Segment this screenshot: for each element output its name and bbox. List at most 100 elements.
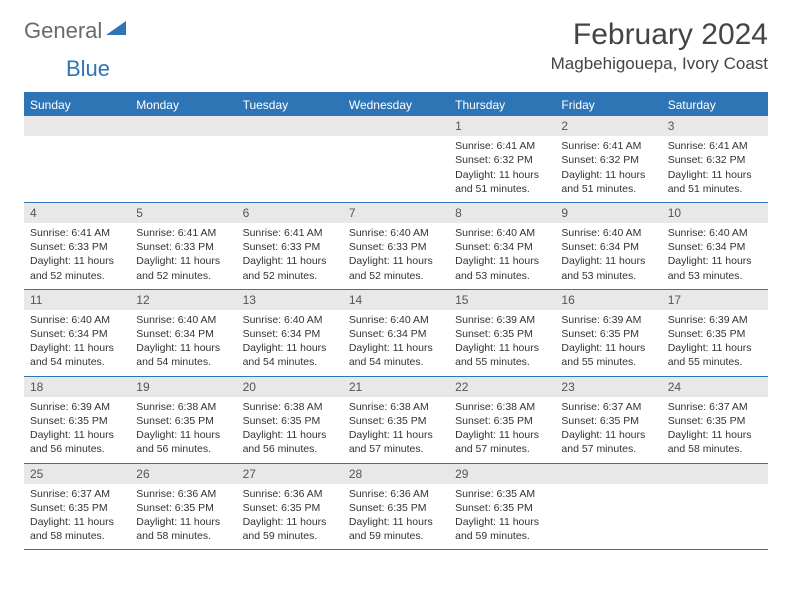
- day-details: Sunrise: 6:40 AMSunset: 6:34 PMDaylight:…: [24, 310, 130, 376]
- sunrise-line: Sunrise: 6:41 AM: [136, 226, 230, 240]
- day-cell-empty: [662, 464, 768, 550]
- sunrise-line: Sunrise: 6:40 AM: [349, 226, 443, 240]
- day-details: Sunrise: 6:40 AMSunset: 6:34 PMDaylight:…: [343, 310, 449, 376]
- sunset-line: Sunset: 6:32 PM: [561, 153, 655, 167]
- sunset-line: Sunset: 6:35 PM: [349, 414, 443, 428]
- sunset-line: Sunset: 6:33 PM: [30, 240, 124, 254]
- sunset-line: Sunset: 6:34 PM: [561, 240, 655, 254]
- sunset-line: Sunset: 6:35 PM: [349, 501, 443, 515]
- daylight-line: Daylight: 11 hours and 51 minutes.: [455, 168, 549, 196]
- day-number: 28: [343, 464, 449, 484]
- day-number: 29: [449, 464, 555, 484]
- day-number: 7: [343, 203, 449, 223]
- title-block: February 2024 Magbehigouepa, Ivory Coast: [551, 18, 768, 74]
- day-number: 24: [662, 377, 768, 397]
- day-details: Sunrise: 6:36 AMSunset: 6:35 PMDaylight:…: [130, 484, 236, 550]
- sunrise-line: Sunrise: 6:38 AM: [136, 400, 230, 414]
- daylight-line: Daylight: 11 hours and 52 minutes.: [243, 254, 337, 282]
- day-cell: 23Sunrise: 6:37 AMSunset: 6:35 PMDayligh…: [555, 377, 661, 463]
- sunrise-line: Sunrise: 6:41 AM: [668, 139, 762, 153]
- day-number: [130, 116, 236, 136]
- day-cell: 27Sunrise: 6:36 AMSunset: 6:35 PMDayligh…: [237, 464, 343, 550]
- day-cell: 18Sunrise: 6:39 AMSunset: 6:35 PMDayligh…: [24, 377, 130, 463]
- day-details: Sunrise: 6:39 AMSunset: 6:35 PMDaylight:…: [24, 397, 130, 463]
- day-details: Sunrise: 6:40 AMSunset: 6:34 PMDaylight:…: [555, 223, 661, 289]
- calendar: SundayMondayTuesdayWednesdayThursdayFrid…: [24, 92, 768, 550]
- daylight-line: Daylight: 11 hours and 52 minutes.: [349, 254, 443, 282]
- day-number: 22: [449, 377, 555, 397]
- daylight-line: Daylight: 11 hours and 58 minutes.: [136, 515, 230, 543]
- week-row: 4Sunrise: 6:41 AMSunset: 6:33 PMDaylight…: [24, 203, 768, 290]
- day-details: Sunrise: 6:36 AMSunset: 6:35 PMDaylight:…: [237, 484, 343, 550]
- sunset-line: Sunset: 6:35 PM: [668, 327, 762, 341]
- month-title: February 2024: [551, 18, 768, 52]
- day-details: [237, 136, 343, 196]
- day-number: 6: [237, 203, 343, 223]
- day-cell: 1Sunrise: 6:41 AMSunset: 6:32 PMDaylight…: [449, 116, 555, 202]
- day-details: Sunrise: 6:39 AMSunset: 6:35 PMDaylight:…: [555, 310, 661, 376]
- sunset-line: Sunset: 6:35 PM: [30, 501, 124, 515]
- day-cell: 29Sunrise: 6:35 AMSunset: 6:35 PMDayligh…: [449, 464, 555, 550]
- day-details: Sunrise: 6:35 AMSunset: 6:35 PMDaylight:…: [449, 484, 555, 550]
- daylight-line: Daylight: 11 hours and 54 minutes.: [349, 341, 443, 369]
- day-number: 9: [555, 203, 661, 223]
- day-cell: 15Sunrise: 6:39 AMSunset: 6:35 PMDayligh…: [449, 290, 555, 376]
- day-cell: 2Sunrise: 6:41 AMSunset: 6:32 PMDaylight…: [555, 116, 661, 202]
- sunrise-line: Sunrise: 6:40 AM: [349, 313, 443, 327]
- day-cell: 25Sunrise: 6:37 AMSunset: 6:35 PMDayligh…: [24, 464, 130, 550]
- sunrise-line: Sunrise: 6:40 AM: [668, 226, 762, 240]
- day-details: Sunrise: 6:41 AMSunset: 6:32 PMDaylight:…: [449, 136, 555, 202]
- sunrise-line: Sunrise: 6:36 AM: [243, 487, 337, 501]
- sunrise-line: Sunrise: 6:37 AM: [668, 400, 762, 414]
- sunrise-line: Sunrise: 6:41 AM: [30, 226, 124, 240]
- logo: General: [24, 18, 128, 44]
- sunrise-line: Sunrise: 6:40 AM: [136, 313, 230, 327]
- daylight-line: Daylight: 11 hours and 59 minutes.: [455, 515, 549, 543]
- daylight-line: Daylight: 11 hours and 57 minutes.: [455, 428, 549, 456]
- sunset-line: Sunset: 6:35 PM: [668, 414, 762, 428]
- day-details: Sunrise: 6:41 AMSunset: 6:33 PMDaylight:…: [130, 223, 236, 289]
- day-details: Sunrise: 6:39 AMSunset: 6:35 PMDaylight:…: [662, 310, 768, 376]
- sunrise-line: Sunrise: 6:35 AM: [455, 487, 549, 501]
- sunrise-line: Sunrise: 6:41 AM: [243, 226, 337, 240]
- day-cell: 20Sunrise: 6:38 AMSunset: 6:35 PMDayligh…: [237, 377, 343, 463]
- day-number: 8: [449, 203, 555, 223]
- sunrise-line: Sunrise: 6:37 AM: [561, 400, 655, 414]
- day-cell: 13Sunrise: 6:40 AMSunset: 6:34 PMDayligh…: [237, 290, 343, 376]
- day-details: [662, 484, 768, 544]
- day-number: 14: [343, 290, 449, 310]
- sunset-line: Sunset: 6:33 PM: [136, 240, 230, 254]
- daylight-line: Daylight: 11 hours and 55 minutes.: [561, 341, 655, 369]
- day-cell-empty: [130, 116, 236, 202]
- day-cell: 6Sunrise: 6:41 AMSunset: 6:33 PMDaylight…: [237, 203, 343, 289]
- dow-tuesday: Tuesday: [237, 94, 343, 116]
- day-number: [555, 464, 661, 484]
- day-details: Sunrise: 6:41 AMSunset: 6:32 PMDaylight:…: [662, 136, 768, 202]
- day-details: Sunrise: 6:40 AMSunset: 6:34 PMDaylight:…: [449, 223, 555, 289]
- sunrise-line: Sunrise: 6:41 AM: [455, 139, 549, 153]
- day-cell: 14Sunrise: 6:40 AMSunset: 6:34 PMDayligh…: [343, 290, 449, 376]
- sunset-line: Sunset: 6:34 PM: [668, 240, 762, 254]
- week-row: 18Sunrise: 6:39 AMSunset: 6:35 PMDayligh…: [24, 377, 768, 464]
- sunset-line: Sunset: 6:35 PM: [243, 501, 337, 515]
- daylight-line: Daylight: 11 hours and 54 minutes.: [30, 341, 124, 369]
- daylight-line: Daylight: 11 hours and 53 minutes.: [561, 254, 655, 282]
- day-cell: 5Sunrise: 6:41 AMSunset: 6:33 PMDaylight…: [130, 203, 236, 289]
- daylight-line: Daylight: 11 hours and 59 minutes.: [243, 515, 337, 543]
- day-number: 17: [662, 290, 768, 310]
- day-details: Sunrise: 6:40 AMSunset: 6:34 PMDaylight:…: [662, 223, 768, 289]
- sunset-line: Sunset: 6:35 PM: [30, 414, 124, 428]
- day-cell: 24Sunrise: 6:37 AMSunset: 6:35 PMDayligh…: [662, 377, 768, 463]
- day-cell: 21Sunrise: 6:38 AMSunset: 6:35 PMDayligh…: [343, 377, 449, 463]
- logo-word-blue: Blue: [66, 56, 110, 81]
- day-details: Sunrise: 6:37 AMSunset: 6:35 PMDaylight:…: [555, 397, 661, 463]
- daylight-line: Daylight: 11 hours and 57 minutes.: [561, 428, 655, 456]
- sunrise-line: Sunrise: 6:40 AM: [561, 226, 655, 240]
- day-details: Sunrise: 6:37 AMSunset: 6:35 PMDaylight:…: [662, 397, 768, 463]
- daylight-line: Daylight: 11 hours and 53 minutes.: [668, 254, 762, 282]
- day-cell-empty: [555, 464, 661, 550]
- sunset-line: Sunset: 6:34 PM: [243, 327, 337, 341]
- sunrise-line: Sunrise: 6:39 AM: [561, 313, 655, 327]
- day-number: [343, 116, 449, 136]
- day-number: 27: [237, 464, 343, 484]
